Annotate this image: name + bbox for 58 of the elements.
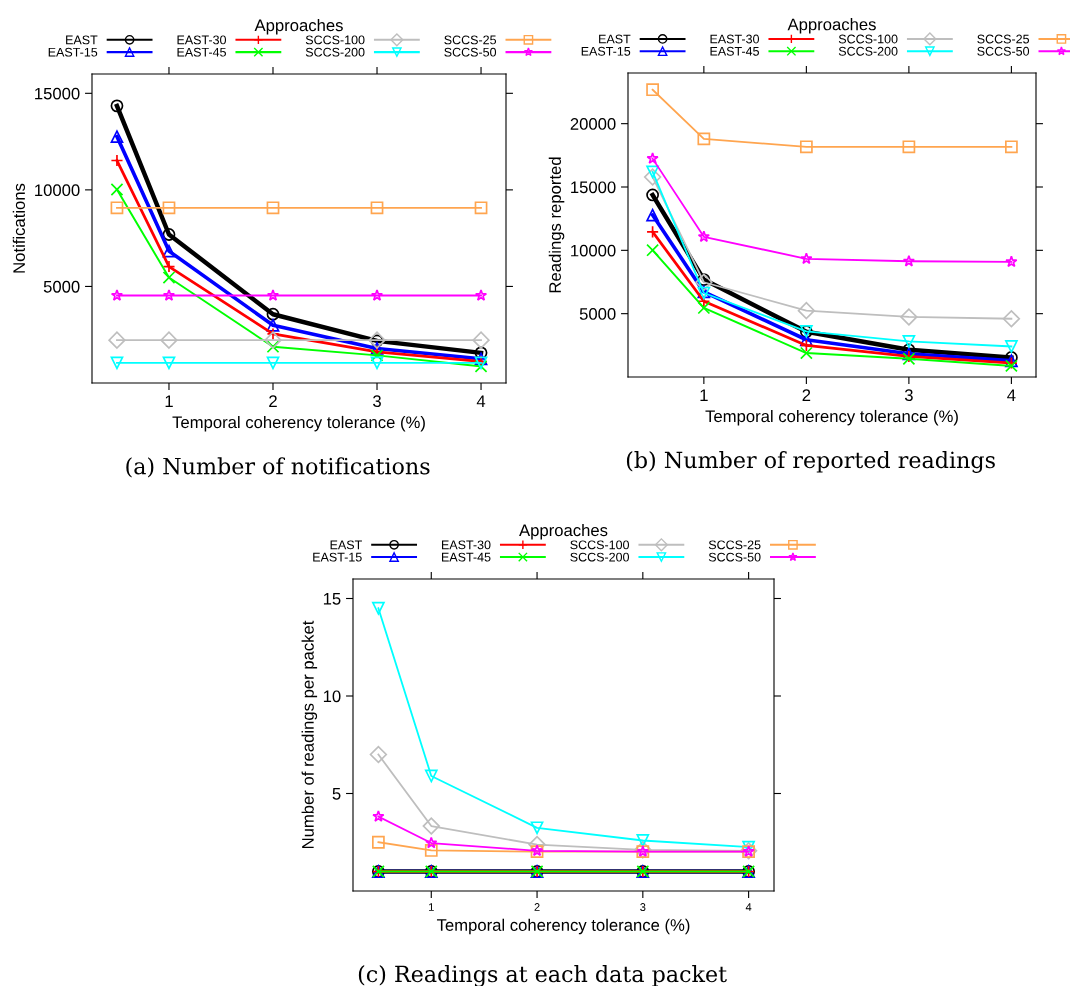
legend-label: SCCS-50 [977,46,1030,56]
y-tick-label: 15000 [35,87,80,100]
x-tick-label: 4 [476,395,486,407]
legend-label: EAST-15 [581,46,631,56]
legend-label: SCCS-50 [708,552,761,562]
legend-label: EAST-15 [313,552,362,562]
x-tick-label: 3 [904,389,913,402]
x-tick-label: 2 [802,389,811,401]
y-tick-label: 5 [332,788,341,800]
x-tick-label: 3 [640,903,646,911]
text: (c) Readings at each data packet [358,965,727,986]
y-tick-label: 15 [323,593,341,605]
legend-label: SCCS-50 [444,47,497,57]
legend-title: Approaches [254,18,343,35]
legend-label: EAST-45 [710,46,759,56]
x-tick-label: 1 [700,389,708,401]
x-tick-label: 4 [745,903,752,911]
legend-label: EAST [599,34,631,44]
x-axis-title: Temporal coherency tolerance (%) [172,415,425,432]
x-tick-label: 2 [534,903,540,911]
x-tick-label: 1 [429,903,434,911]
text: (b) Number of reported readings [626,451,995,473]
legend-label: SCCS-25 [444,35,497,45]
legend-label: EAST-15 [48,47,98,57]
y-tick-label: 5000 [579,308,616,320]
y-axis-title: Readings reported [548,157,565,293]
legend-label: SCCS-200 [570,552,630,562]
legend-label: EAST-45 [177,47,226,57]
legend-label: EAST-30 [442,540,491,550]
x-tick-label: 2 [269,395,277,407]
legend-label: EAST-30 [710,34,760,44]
legend-label: SCCS-100 [570,540,630,550]
y-axis-title: Number of readings per packet [301,620,318,849]
legend-label: SCCS-25 [708,540,761,550]
legend-title: Approaches [519,523,608,540]
x-tick-label: 3 [373,395,381,408]
legend-label: SCCS-200 [838,46,898,56]
y-tick-label: 10 [323,690,341,703]
legend-label: EAST [66,35,98,45]
y-tick-label: 10000 [35,184,80,197]
legend-label: EAST-30 [177,35,227,45]
legend-label: SCCS-200 [305,47,365,57]
text: (a) Number of notifications [126,457,430,478]
x-axis-title: Temporal coherency tolerance (%) [705,409,958,426]
y-tick-label: 15000 [571,181,616,194]
x-tick-label: 1 [165,395,173,407]
legend-label: SCCS-25 [977,34,1030,44]
legend-label: EAST-45 [442,552,491,562]
legend-label: SCCS-100 [838,34,898,44]
x-tick-label: 4 [1007,389,1016,401]
legend-title: Approaches [787,18,876,34]
legend-label: EAST [330,540,362,550]
y-tick-label: 10000 [571,244,616,257]
x-axis-title: Temporal coherency tolerance (%) [436,918,690,935]
y-tick-label: 20000 [570,118,616,130]
y-axis-title: Notifications [12,183,25,273]
y-tick-label: 5000 [43,280,80,293]
legend-label: SCCS-100 [305,35,365,45]
